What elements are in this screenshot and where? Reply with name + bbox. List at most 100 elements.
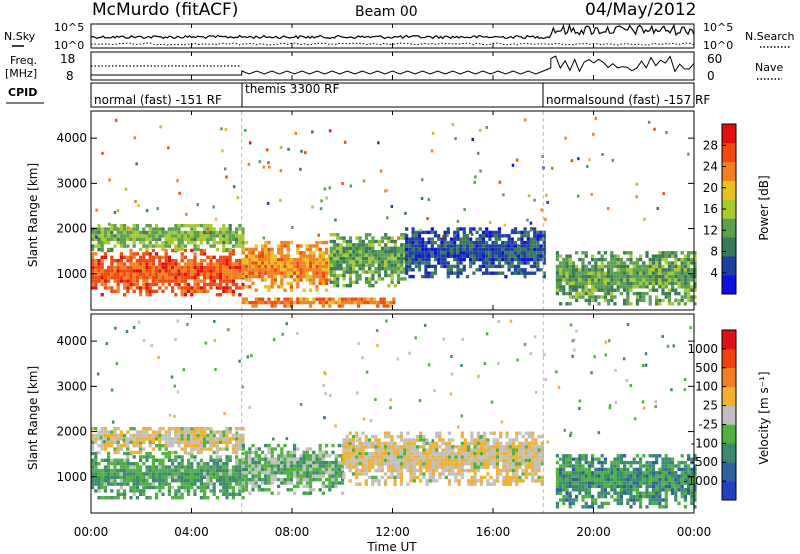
velocity-cell-r1 <box>187 444 191 448</box>
velocity-cell-r4 <box>584 457 588 461</box>
power-scatter-cell <box>527 194 531 198</box>
velocity-cell-r3 <box>387 445 391 449</box>
power-cell-r6 <box>693 302 697 306</box>
power-cell-r0 <box>97 279 101 283</box>
power-cell-r3 <box>348 260 353 264</box>
power-cell-r4 <box>430 240 434 245</box>
velocity-cell-r1 <box>151 440 155 444</box>
velocity-cell-r3 <box>511 451 516 456</box>
velocity-cell-r0 <box>212 482 216 486</box>
velocity-cell-r4 <box>632 481 636 485</box>
velocity-cell-r2 <box>309 464 313 468</box>
velocity-cell-r3 <box>534 462 538 466</box>
velocity-cell-r1 <box>190 437 194 441</box>
power-cell-r1 <box>116 227 120 231</box>
power-cell-r6 <box>664 257 668 262</box>
velocity-cell-r0 <box>110 489 114 493</box>
velocity-cell-r3 <box>518 445 522 449</box>
power-cell-r6 <box>555 281 559 286</box>
power-scatter-cell <box>431 131 435 135</box>
velocity-cell-r4 <box>664 467 668 472</box>
velocity-cell-r4 <box>607 477 611 482</box>
power-cell-r4 <box>478 227 482 231</box>
power-cell-r6 <box>607 298 611 303</box>
velocity-cell-r3 <box>387 441 391 446</box>
power-cell-r4 <box>440 257 444 262</box>
velocity-cell-r2 <box>244 460 249 465</box>
power-cell-r3 <box>339 256 343 261</box>
velocity-cell-r3 <box>463 451 468 456</box>
velocity-cell-r3 <box>476 431 480 435</box>
velocity-cell-r3 <box>364 458 368 463</box>
velocity-cell-r1 <box>174 433 178 438</box>
power-scatter-cell <box>167 146 170 150</box>
velocity-cell-r0 <box>222 492 226 496</box>
power-cell-r5 <box>315 297 319 301</box>
power-cell-r6 <box>587 288 591 292</box>
velocity-cell-r3 <box>531 472 535 476</box>
power-cell-r6 <box>607 271 611 275</box>
velocity-cell-r3 <box>483 455 487 459</box>
power-cell-r4 <box>456 257 460 262</box>
power-cell-r3 <box>339 263 343 267</box>
power-cell-r0 <box>190 272 194 276</box>
power-cell-r4 <box>453 230 457 235</box>
velocity-cell-r1 <box>222 447 226 451</box>
power-cell-r2 <box>270 271 274 275</box>
power-cell-r0 <box>145 262 149 266</box>
velocity-cell-r3 <box>358 448 362 452</box>
power-cell-r6 <box>581 278 585 282</box>
velocity-cell-r2 <box>257 457 261 461</box>
velocity-cell-r0 <box>135 468 139 473</box>
power-cell-r3 <box>403 267 407 271</box>
velocity-cell-r0 <box>126 458 130 462</box>
power-cell-r4 <box>424 244 428 248</box>
power-cell-r6 <box>600 264 604 269</box>
power-cell-r4 <box>446 271 450 275</box>
velocity-cell-r4 <box>645 488 649 492</box>
velocity-cell-r4 <box>565 484 569 489</box>
velocity-cell-r1 <box>193 447 197 451</box>
velocity-cell-r2 <box>296 471 300 475</box>
power-cell-r1 <box>238 237 242 241</box>
power-cell-r2 <box>289 268 293 272</box>
power-cell-r4 <box>539 230 543 235</box>
power-cell-r2 <box>309 257 313 262</box>
velocity-cell-r4 <box>619 471 623 475</box>
velocity-cell-r2 <box>289 457 293 461</box>
power-cell-r6 <box>642 278 646 282</box>
power-cell-r4 <box>456 247 460 252</box>
power-cell-r3 <box>374 250 378 254</box>
power-cell-r5 <box>337 300 341 305</box>
velocity-cell-r4 <box>607 467 611 472</box>
power-cell-r3 <box>371 256 375 261</box>
power-cell-r6 <box>661 285 665 289</box>
power-cell-r4 <box>501 271 505 275</box>
power-cell-r6 <box>693 261 697 265</box>
velocity-cell-r4 <box>571 498 575 502</box>
power-cell-r6 <box>671 281 675 286</box>
velocity-cell-r3 <box>377 451 381 456</box>
velocity-cell-r3 <box>431 448 436 452</box>
power-cell-r1 <box>139 241 143 245</box>
power-cell-r0 <box>132 289 136 293</box>
velocity-cell-r0 <box>145 472 149 476</box>
velocity-cell-r2 <box>293 443 297 448</box>
power-cell-r4 <box>491 247 495 252</box>
velocity-cell-r3 <box>502 465 506 469</box>
power-cell-r6 <box>642 274 646 279</box>
power-cell-r1 <box>123 224 127 228</box>
noise-traces <box>90 23 695 46</box>
power-cell-r6 <box>651 264 655 269</box>
velocity-cell-r3 <box>431 462 436 466</box>
power-cell-r4 <box>440 247 444 252</box>
power-cell-r6 <box>594 295 598 299</box>
power-cell-r1 <box>132 241 136 245</box>
power-cell-r6 <box>578 257 582 262</box>
velocity-cell-r4 <box>632 484 636 489</box>
power-cell-r4 <box>497 230 502 235</box>
velocity-cell-r0 <box>155 475 159 479</box>
power-cell-r6 <box>639 278 643 282</box>
velocity-cell-r4 <box>655 498 659 502</box>
velocity-cell-r4 <box>562 460 566 465</box>
